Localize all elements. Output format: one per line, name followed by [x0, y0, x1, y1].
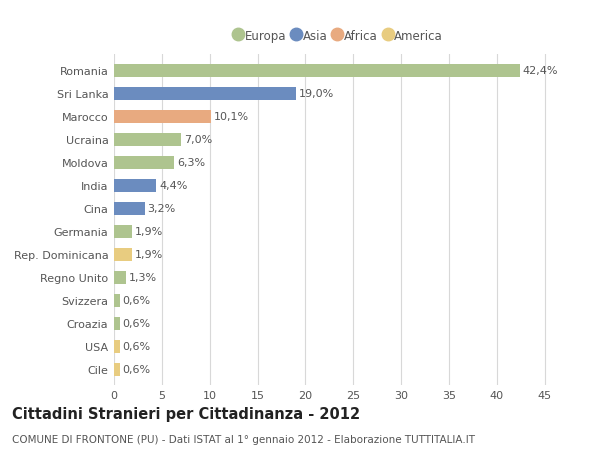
- Text: 3,2%: 3,2%: [148, 204, 176, 214]
- Bar: [114, 179, 156, 192]
- Text: 0,6%: 0,6%: [122, 296, 151, 306]
- Legend: Europa, Asia, Africa, America: Europa, Asia, Africa, America: [235, 30, 443, 43]
- Text: 4,4%: 4,4%: [159, 181, 187, 191]
- Bar: [114, 271, 127, 284]
- Bar: [114, 225, 132, 238]
- Text: 19,0%: 19,0%: [299, 89, 334, 99]
- Text: 10,1%: 10,1%: [214, 112, 248, 122]
- Bar: [114, 248, 132, 261]
- Bar: [114, 134, 181, 146]
- Text: Cittadini Stranieri per Cittadinanza - 2012: Cittadini Stranieri per Cittadinanza - 2…: [12, 406, 360, 421]
- Text: 0,6%: 0,6%: [122, 364, 151, 375]
- Bar: [114, 65, 520, 78]
- Bar: [114, 294, 120, 307]
- Text: 1,3%: 1,3%: [130, 273, 157, 283]
- Bar: [114, 202, 145, 215]
- Text: 0,6%: 0,6%: [122, 341, 151, 352]
- Bar: [114, 363, 120, 376]
- Text: 6,3%: 6,3%: [177, 158, 205, 168]
- Text: 1,9%: 1,9%: [135, 250, 163, 260]
- Text: 7,0%: 7,0%: [184, 135, 212, 145]
- Text: 0,6%: 0,6%: [122, 319, 151, 329]
- Bar: [114, 88, 296, 101]
- Bar: [114, 157, 175, 169]
- Bar: [114, 111, 211, 123]
- Bar: [114, 317, 120, 330]
- Text: COMUNE DI FRONTONE (PU) - Dati ISTAT al 1° gennaio 2012 - Elaborazione TUTTITALI: COMUNE DI FRONTONE (PU) - Dati ISTAT al …: [12, 434, 475, 444]
- Text: 42,4%: 42,4%: [523, 66, 559, 76]
- Bar: [114, 340, 120, 353]
- Text: 1,9%: 1,9%: [135, 227, 163, 237]
